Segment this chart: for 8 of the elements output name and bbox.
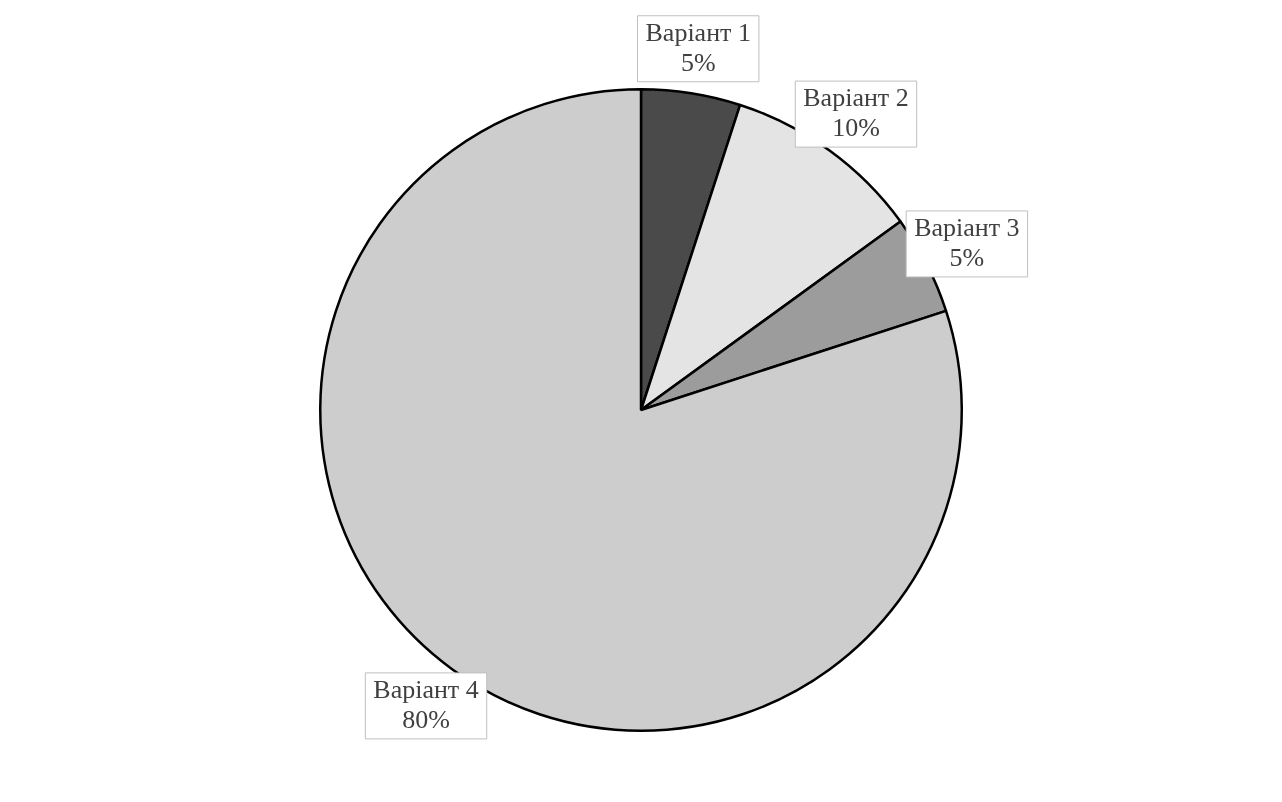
data-label: 5% [680,47,716,77]
slice-label: Варіант 4 [373,674,479,704]
slice-label: Варіант 3 [914,212,1020,242]
slice-label: Варіант 2 [803,82,909,112]
data-label: 5% [949,242,985,272]
data-label: 80% [402,704,450,734]
data-label: 10% [832,112,880,142]
slice-label: Варіант 1 [645,17,751,47]
